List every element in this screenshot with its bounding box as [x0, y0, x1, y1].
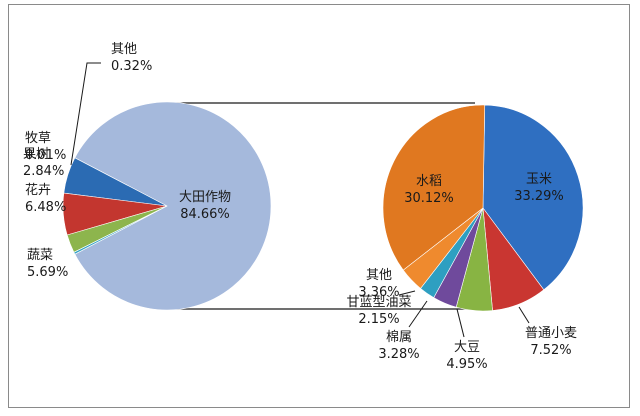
secondary-label-3: 棉属 3.28%: [378, 330, 419, 362]
secondary-label-0: 玉米 33.29%: [514, 172, 564, 204]
secondary-leader-rape: [398, 290, 416, 296]
primary-label-3: 果树 2.84%: [23, 147, 64, 179]
secondary-leader-soy: [456, 308, 465, 338]
primary-label-4: 牧草 0.01%: [25, 131, 66, 163]
leader-lines: [70, 62, 530, 338]
chart-frame: 大田作物 84.66% 蔬菜 5.69% 花卉 6.48% 果树 2.84% 牧草 0.01% 其他…: [8, 4, 630, 408]
secondary-label-2: 大豆 4.95%: [446, 340, 487, 372]
primary-label-2: 花卉 6.48%: [25, 182, 66, 215]
primary-slice-5: [73, 205, 168, 255]
primary-slice-0: [74, 101, 272, 311]
connector-lines: [167, 102, 475, 310]
secondary-label-4: 甘蓝型油菜 2.15%: [346, 295, 411, 327]
primary-label-0: 大田作物 84.66%: [179, 190, 231, 222]
secondary-leader-cotton: [408, 300, 428, 328]
secondary-slice-0: [482, 104, 584, 291]
secondary-label-5: 其他 3.36%: [358, 268, 399, 300]
secondary-slice-6: [382, 104, 486, 271]
secondary-leader-wheat: [518, 306, 530, 324]
primary-pie: [62, 101, 272, 311]
primary-label-5: 其他 0.32%: [111, 42, 152, 74]
secondary-label-6: 水稻 30.12%: [404, 174, 454, 206]
primary-label-1: 蔬菜 5.69%: [27, 248, 68, 280]
secondary-pie: [382, 104, 584, 312]
data-labels: 大田作物 84.66% 蔬菜 5.69% 花卉 6.48%果树 2.84%牧草 0.01% 其他…: [23, 42, 577, 372]
primary-leader-other: [70, 62, 101, 166]
pie-of-pie-chart: 大田作物 84.66% 蔬菜 5.69% 花卉 6.48%果树 2.84%牧草 0.01% 其他…: [23, 42, 584, 372]
secondary-label-1: 普通小麦 7.52%: [525, 326, 577, 358]
